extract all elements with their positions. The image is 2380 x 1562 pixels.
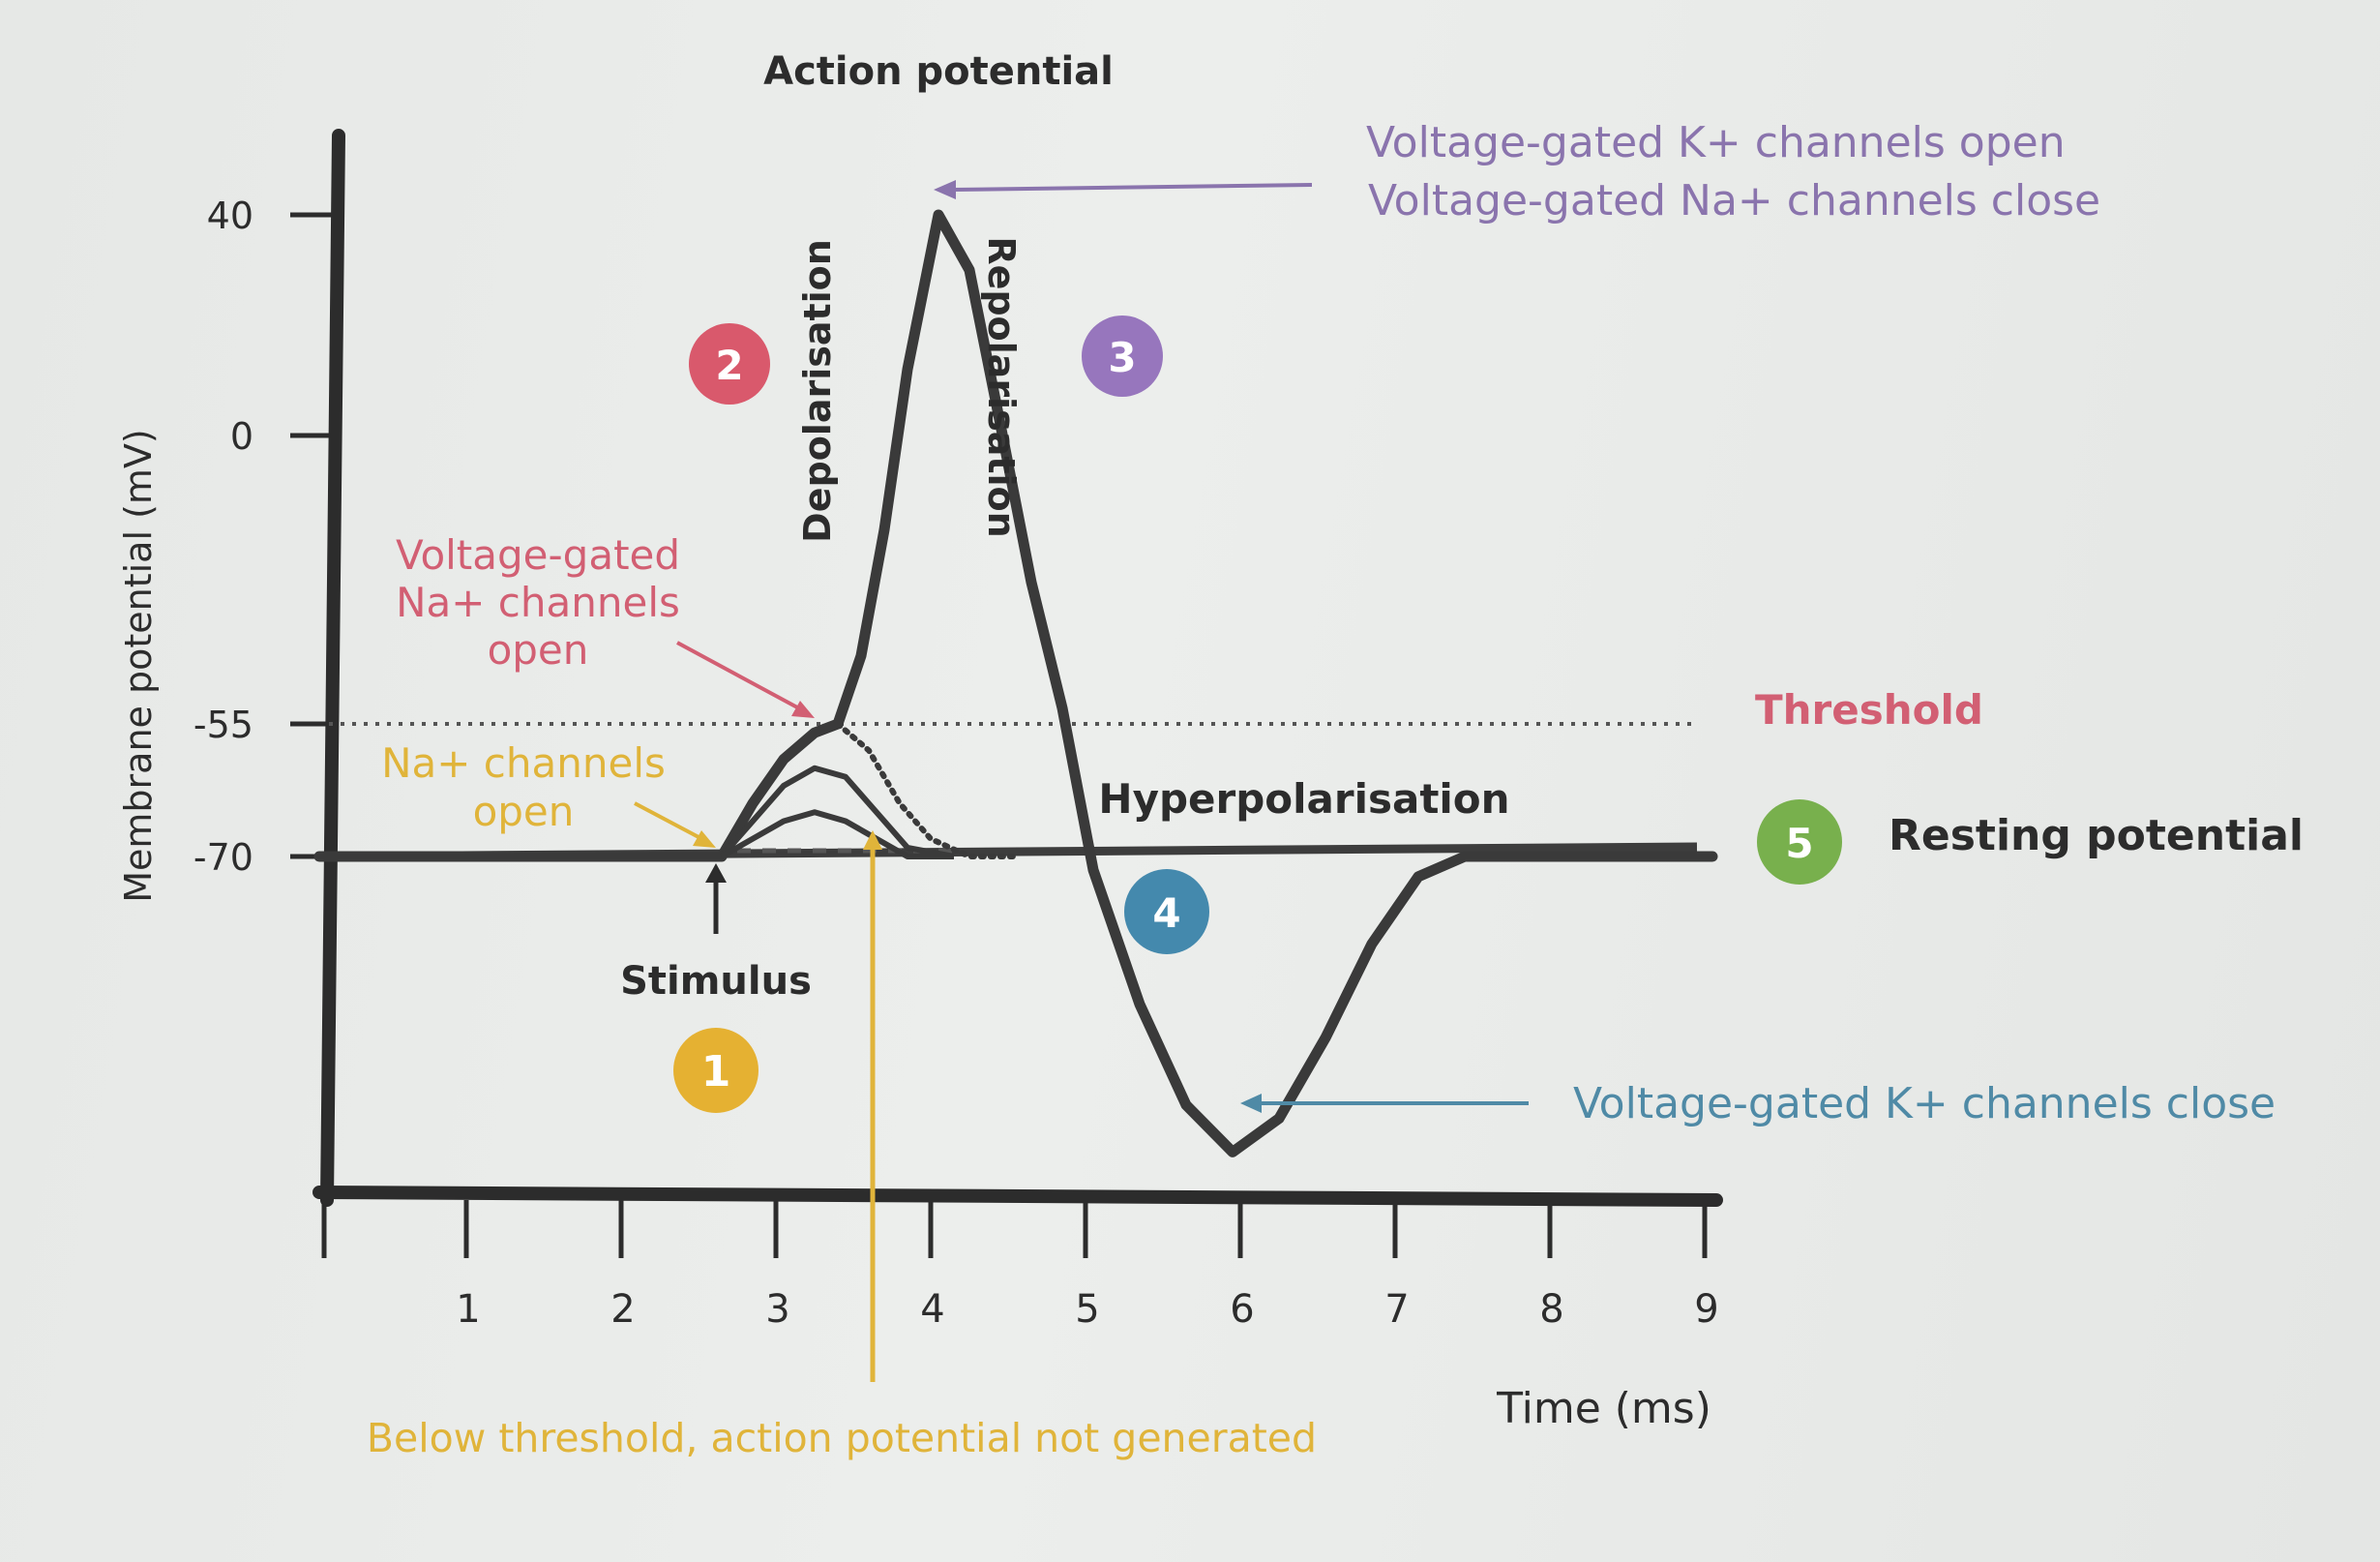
stage-5-number: 5 [1785, 820, 1813, 867]
na-open-line2: open [473, 788, 575, 835]
below-threshold-marker-head [863, 830, 882, 850]
na-gated-open-line2: Na+ channels [396, 579, 680, 626]
na-open-line1: Na+ channels [381, 739, 666, 787]
threshold-label: Threshold [1755, 686, 1983, 734]
x-tick-label: 6 [1230, 1287, 1254, 1332]
resting-potential-label: Resting potential [1889, 811, 2304, 860]
na-gated-open-line1: Voltage-gated [396, 531, 680, 579]
na-gated-open-arrow [676, 641, 800, 710]
stimulus-label: Stimulus [620, 959, 812, 1004]
repolarisation-label: Repolarisation [980, 236, 1023, 537]
y-axis-label: Membrane potential (mV) [117, 429, 160, 903]
peak-annotation-line2: Voltage-gated Na+ channels close [1368, 176, 2100, 225]
na-open-arrow-head [693, 830, 716, 848]
stage-1-number: 1 [701, 1047, 731, 1096]
depolarisation-label: Depolarisation [796, 239, 839, 543]
stage-5-badge: 5 [1757, 799, 1842, 885]
subthreshold-curve-high [719, 765, 955, 859]
k-close-arrow-head [1240, 1094, 1262, 1113]
action-potential-curve [313, 209, 1718, 1157]
subthreshold-curve-low [720, 809, 954, 859]
stage-4-number: 4 [1152, 889, 1180, 937]
y-axis-line [320, 129, 345, 1207]
y-ticks: 40 0 -55 -70 [193, 195, 339, 879]
stage-4-badge: 4 [1124, 869, 1209, 954]
peak-annotation-arrow [952, 183, 1313, 192]
x-axis-line [312, 1186, 1723, 1207]
stage-2-badge: 2 [689, 323, 770, 405]
na-gated-open-line3: open [488, 626, 589, 674]
y-tick-label: 0 [230, 415, 253, 458]
y-tick-label: 40 [207, 195, 253, 237]
chart-title: Action potential [763, 49, 1114, 94]
subthreshold-decay-dotted [835, 721, 1019, 859]
x-tick-label: 2 [610, 1287, 635, 1332]
x-tick-label: 1 [456, 1287, 480, 1332]
k-close-label: Voltage-gated K+ channels close [1573, 1079, 2276, 1128]
y-tick-label: -70 [193, 836, 253, 879]
x-tick-label: 8 [1539, 1287, 1563, 1332]
na-gated-open-arrow-head [791, 701, 815, 718]
stage-1-badge: 1 [673, 1028, 759, 1113]
x-tick-label: 5 [1075, 1287, 1099, 1332]
below-threshold-label: Below threshold, action potential not ge… [367, 1415, 1317, 1461]
stimulus-arrow-head [705, 863, 727, 883]
na-open-arrow [634, 801, 701, 840]
peak-annotation-arrow-head [934, 180, 956, 199]
hyperpolarisation-label: Hyperpolarisation [1098, 775, 1509, 823]
x-tick-label: 9 [1694, 1287, 1718, 1332]
x-tick-label: 7 [1384, 1287, 1409, 1332]
stage-3-badge: 3 [1082, 315, 1163, 397]
x-tick-label: 3 [765, 1287, 789, 1332]
stage-3-number: 3 [1108, 334, 1136, 381]
x-tick-label: 4 [920, 1287, 944, 1332]
peak-annotation-line1: Voltage-gated K+ channels open [1366, 118, 2066, 167]
stage-2-number: 2 [715, 342, 743, 389]
x-axis-label: Time (ms) [1496, 1384, 1711, 1433]
y-tick-label: -55 [193, 704, 253, 746]
x-ticks: 1 2 3 4 5 6 7 8 9 [321, 1200, 1719, 1332]
